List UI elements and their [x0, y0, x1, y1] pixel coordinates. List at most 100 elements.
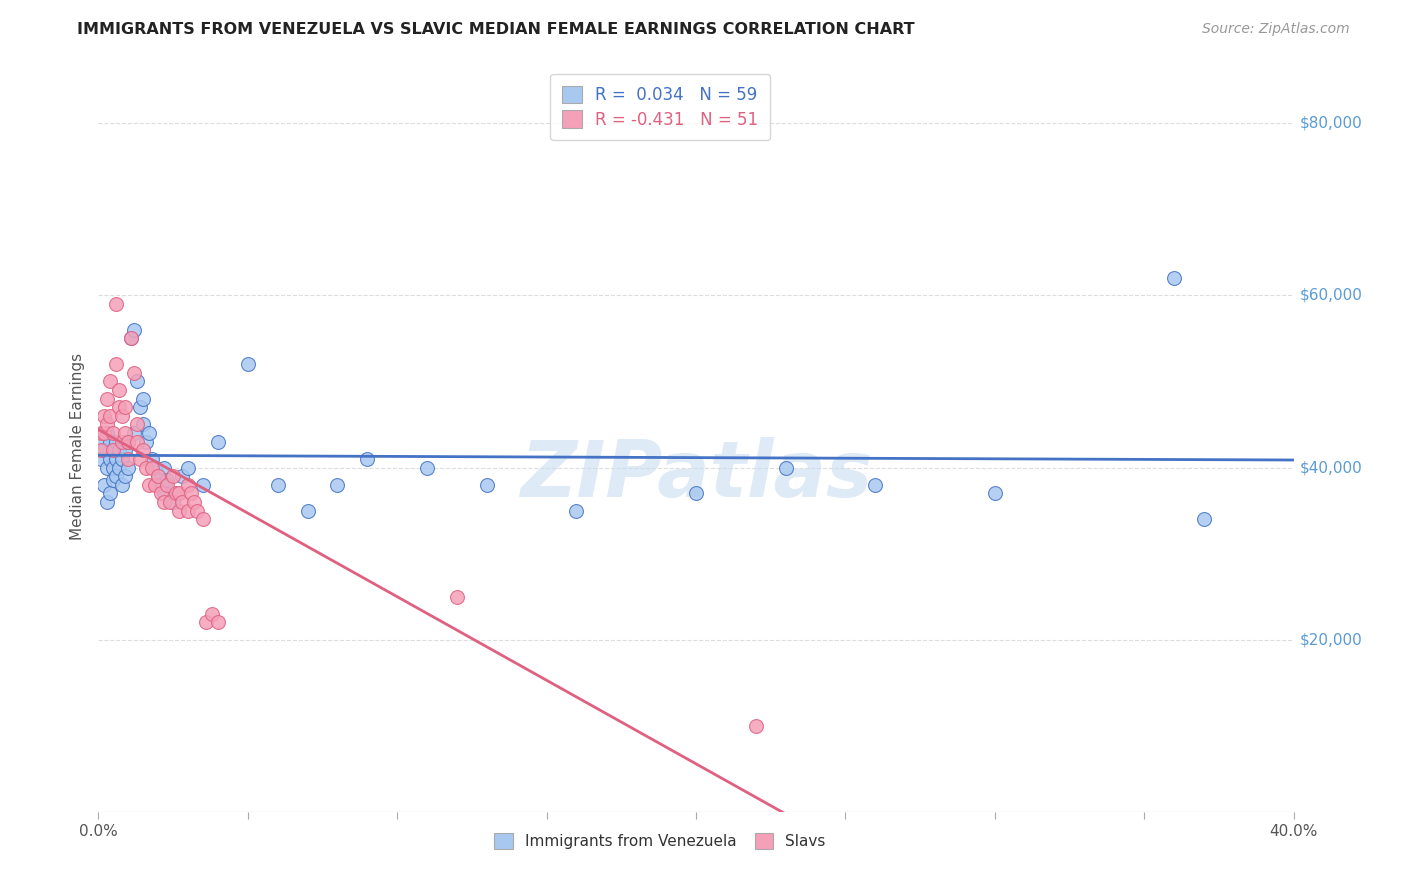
Text: $20,000: $20,000 [1299, 632, 1362, 647]
Point [98, 451, 122, 466]
Point [236, 357, 259, 371]
Point [114, 443, 136, 458]
Point [90, 443, 112, 458]
Point [127, 417, 149, 432]
Point [108, 401, 131, 415]
Point [685, 486, 707, 500]
Point [103, 443, 125, 458]
Point [191, 512, 214, 526]
Point [90, 451, 112, 466]
Point [105, 297, 128, 311]
Point [105, 451, 128, 466]
Text: $60,000: $60,000 [1299, 288, 1362, 303]
Point [150, 486, 173, 500]
Point [93, 426, 115, 441]
Point [201, 607, 224, 621]
Point [117, 451, 139, 466]
Point [153, 486, 176, 500]
Point [105, 469, 128, 483]
Point [96, 495, 118, 509]
Point [96, 392, 118, 406]
Point [105, 434, 128, 449]
Point [90, 426, 112, 441]
Point [103, 460, 125, 475]
Point [98, 434, 122, 449]
Point [326, 477, 349, 491]
Point [124, 426, 146, 441]
Point [103, 474, 125, 488]
Point [90, 434, 112, 449]
Point [108, 443, 131, 458]
Text: $40,000: $40,000 [1299, 460, 1362, 475]
Point [96, 460, 118, 475]
Point [745, 719, 768, 733]
Point [150, 477, 173, 491]
Point [114, 426, 136, 441]
Point [162, 495, 184, 509]
Point [132, 443, 155, 458]
Point [98, 486, 122, 500]
Point [153, 460, 176, 475]
Point [180, 486, 202, 500]
Legend: Immigrants from Venezuela, Slavs: Immigrants from Venezuela, Slavs [488, 827, 832, 855]
Point [159, 495, 181, 509]
Point [129, 401, 152, 415]
Point [108, 383, 131, 397]
Point [172, 495, 194, 509]
Point [111, 477, 134, 491]
Point [141, 451, 163, 466]
Point [148, 469, 170, 483]
Point [117, 460, 139, 475]
Point [156, 477, 179, 491]
Point [93, 409, 115, 423]
Point [105, 357, 128, 371]
Point [162, 469, 184, 483]
Point [141, 460, 163, 475]
Text: ZIPatlas: ZIPatlas [520, 437, 872, 513]
Point [117, 434, 139, 449]
Point [775, 460, 797, 475]
Point [984, 486, 1007, 500]
Y-axis label: Median Female Earnings: Median Female Earnings [69, 352, 84, 540]
Point [96, 426, 118, 441]
Text: IMMIGRANTS FROM VENEZUELA VS SLAVIC MEDIAN FEMALE EARNINGS CORRELATION CHART: IMMIGRANTS FROM VENEZUELA VS SLAVIC MEDI… [77, 22, 915, 37]
Point [165, 486, 187, 500]
Point [1192, 512, 1215, 526]
Point [129, 451, 152, 466]
Point [475, 477, 498, 491]
Point [120, 331, 142, 345]
Point [93, 477, 115, 491]
Point [297, 503, 319, 517]
Point [98, 375, 122, 389]
Point [207, 615, 229, 630]
Point [127, 375, 149, 389]
Point [177, 477, 200, 491]
Point [267, 477, 290, 491]
Point [195, 615, 218, 630]
Point [132, 392, 155, 406]
Point [98, 409, 122, 423]
Point [108, 460, 131, 475]
Point [183, 495, 205, 509]
Point [416, 460, 439, 475]
Point [135, 460, 157, 475]
Point [114, 401, 136, 415]
Point [167, 503, 190, 517]
Point [172, 469, 194, 483]
Point [111, 409, 134, 423]
Text: $80,000: $80,000 [1299, 116, 1362, 131]
Point [111, 451, 134, 466]
Point [127, 434, 149, 449]
Point [93, 443, 115, 458]
Point [117, 434, 139, 449]
Point [153, 495, 176, 509]
Point [177, 460, 200, 475]
Point [446, 590, 468, 604]
Point [124, 366, 146, 380]
Point [124, 323, 146, 337]
Point [132, 417, 155, 432]
Point [143, 460, 166, 475]
Point [207, 434, 229, 449]
Point [114, 469, 136, 483]
Point [103, 443, 125, 458]
